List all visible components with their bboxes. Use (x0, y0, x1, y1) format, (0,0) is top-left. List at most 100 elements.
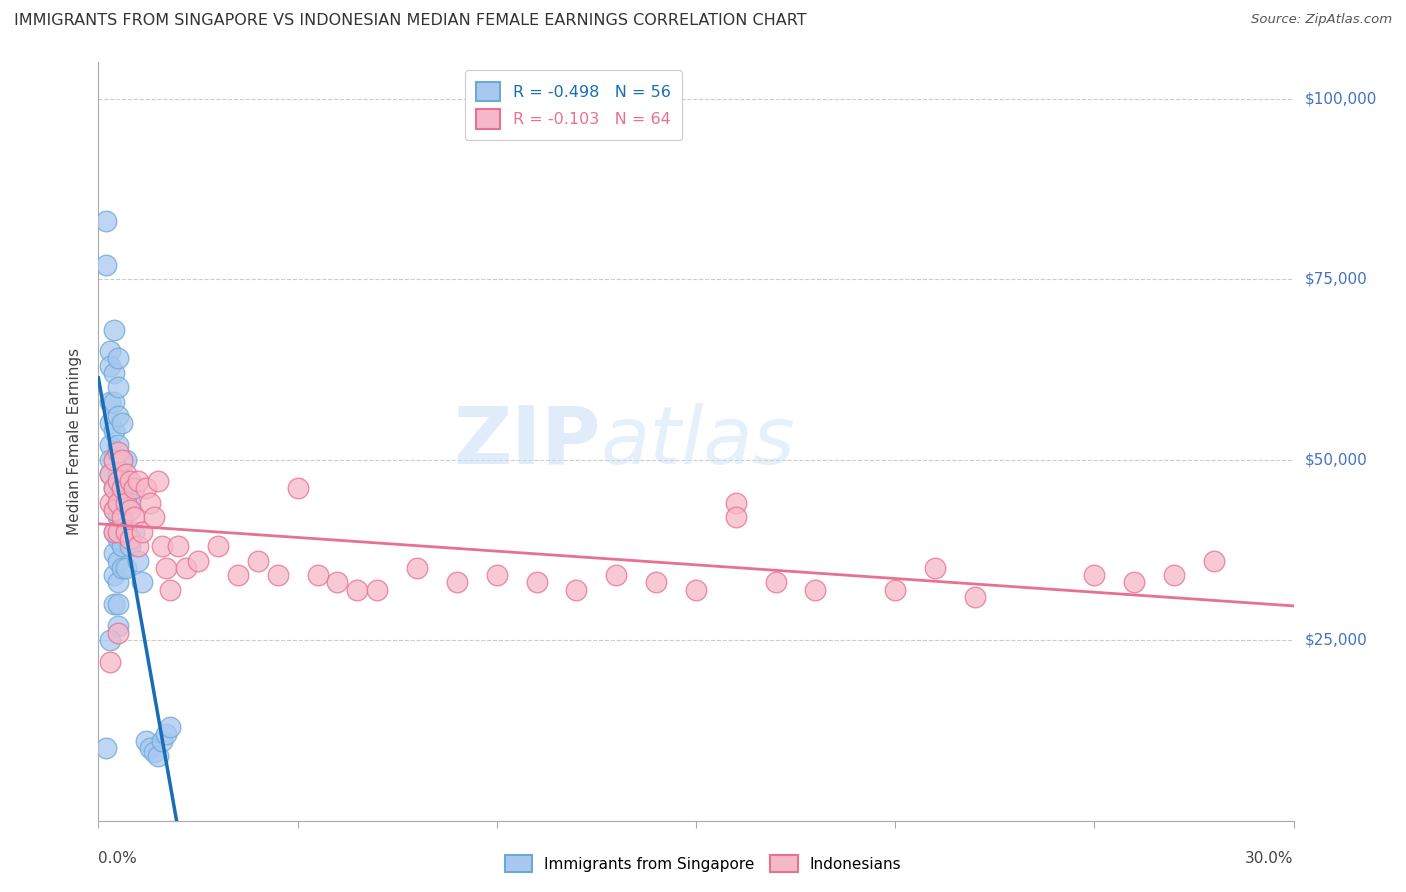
Point (103, 524, 125, 539)
Point (107, 445, 129, 459)
Point (167, 539, 190, 553)
Point (187, 554, 209, 568)
Point (804, 582, 827, 597)
Point (103, 482, 125, 496)
Point (267, 568, 290, 582)
Point (107, 626, 129, 640)
Point (1083, 568, 1105, 582)
Point (135, 734, 157, 748)
Point (526, 575, 548, 590)
Text: $50,000: $50,000 (1305, 452, 1368, 467)
Point (107, 438, 129, 452)
Point (174, 561, 197, 575)
Point (103, 394, 125, 409)
Point (107, 597, 129, 611)
Point (98, 438, 122, 452)
Point (120, 503, 142, 517)
Point (120, 532, 142, 546)
Point (326, 575, 349, 590)
Point (143, 745, 166, 759)
Point (98, 359, 122, 373)
Point (103, 452, 125, 467)
Text: $100,000: $100,000 (1305, 91, 1376, 106)
Point (127, 475, 149, 489)
Text: 30.0%: 30.0% (1246, 851, 1294, 866)
Point (107, 496, 129, 510)
Point (111, 561, 134, 575)
Point (143, 510, 166, 524)
Point (98, 467, 122, 481)
Point (107, 532, 129, 546)
Point (963, 590, 986, 604)
Point (148, 748, 170, 763)
Point (884, 582, 907, 597)
Point (1202, 554, 1225, 568)
Point (107, 380, 129, 394)
Point (111, 539, 134, 553)
Point (115, 489, 138, 503)
Point (103, 452, 125, 467)
Point (111, 482, 134, 496)
Point (645, 575, 668, 590)
Point (124, 482, 146, 496)
Point (111, 510, 134, 524)
Point (98, 394, 122, 409)
Point (107, 467, 129, 481)
Point (103, 323, 125, 337)
Point (103, 524, 125, 539)
Point (103, 568, 125, 582)
Point (98, 452, 122, 467)
Y-axis label: Median Female Earnings: Median Female Earnings (67, 348, 83, 535)
Point (111, 417, 134, 431)
Point (103, 597, 125, 611)
Point (765, 575, 787, 590)
Point (246, 554, 269, 568)
Point (111, 452, 134, 467)
Point (124, 510, 146, 524)
Point (107, 351, 129, 366)
Point (366, 582, 388, 597)
Point (98, 496, 122, 510)
Point (346, 582, 368, 597)
Point (107, 524, 129, 539)
Point (98, 633, 122, 648)
Text: Source: ZipAtlas.com: Source: ZipAtlas.com (1251, 13, 1392, 27)
Point (96, 258, 118, 272)
Point (155, 727, 177, 741)
Point (111, 452, 134, 467)
Point (103, 366, 125, 380)
Point (135, 482, 157, 496)
Point (446, 575, 468, 590)
Point (111, 510, 134, 524)
Point (1123, 575, 1146, 590)
Point (307, 568, 329, 582)
Point (120, 539, 142, 553)
Point (207, 539, 229, 553)
Point (107, 554, 129, 568)
Point (115, 452, 138, 467)
Point (98, 655, 122, 669)
Text: atlas: atlas (600, 402, 796, 481)
Point (155, 561, 177, 575)
Point (1163, 568, 1185, 582)
Text: ZIP: ZIP (453, 402, 600, 481)
Point (924, 561, 946, 575)
Point (107, 489, 129, 503)
Point (103, 546, 125, 560)
Point (120, 496, 142, 510)
Point (724, 510, 747, 524)
Point (131, 524, 153, 539)
Point (150, 539, 173, 553)
Point (127, 539, 149, 553)
Point (139, 741, 162, 756)
Point (150, 734, 173, 748)
Point (226, 568, 249, 582)
Point (605, 568, 627, 582)
Point (159, 582, 181, 597)
Point (287, 482, 309, 496)
Point (406, 561, 429, 575)
Text: IMMIGRANTS FROM SINGAPORE VS INDONESIAN MEDIAN FEMALE EARNINGS CORRELATION CHART: IMMIGRANTS FROM SINGAPORE VS INDONESIAN … (14, 13, 807, 29)
Point (98, 417, 122, 431)
Point (159, 720, 181, 734)
Point (115, 496, 138, 510)
